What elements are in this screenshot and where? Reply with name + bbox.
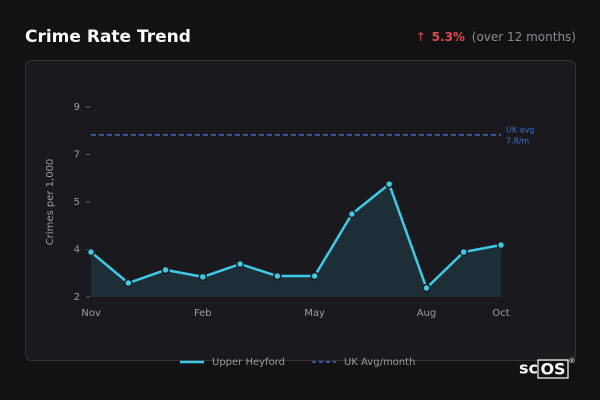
point xyxy=(459,247,468,257)
reference-annotation: UK avg xyxy=(506,125,534,134)
reference-annotation: 7.8/m xyxy=(506,136,529,145)
y-tick-label: 5 xyxy=(74,197,80,208)
point xyxy=(124,278,133,288)
point xyxy=(496,240,506,250)
change-arrow: ↑ xyxy=(416,30,426,44)
chart-title: Crime Rate Trend xyxy=(25,27,191,47)
point xyxy=(86,247,96,257)
change-value: 5.3% xyxy=(432,30,465,44)
point xyxy=(161,265,170,275)
watermark: sc xyxy=(519,359,538,378)
line xyxy=(90,182,502,290)
y-tick-label: 7 xyxy=(74,149,80,160)
y-axis-label: Crimes per 1,000 xyxy=(45,159,56,246)
point xyxy=(384,179,394,189)
point xyxy=(347,209,357,219)
x-tick-label: Nov xyxy=(81,308,101,319)
y-tick-label: 2 xyxy=(74,292,80,303)
y-tick-label: 9 xyxy=(74,102,80,113)
point xyxy=(310,271,319,281)
x-tick-label: Aug xyxy=(417,308,437,319)
point xyxy=(198,272,208,282)
change-summary: ↑ 5.3% (over 12 months) xyxy=(416,30,576,44)
x-tick-label: Feb xyxy=(194,308,212,319)
watermark: OS xyxy=(540,360,565,379)
y-tick-label: 4 xyxy=(74,244,80,255)
legend-label: UK Avg/month xyxy=(344,357,415,368)
point xyxy=(422,283,431,293)
x-tick-label: Oct xyxy=(492,308,509,319)
change-note: (over 12 months) xyxy=(472,30,576,44)
point xyxy=(273,271,282,281)
x-tick-label: May xyxy=(304,308,325,319)
point xyxy=(235,259,245,269)
watermark: ® xyxy=(569,357,576,365)
legend-label: Upper Heyford xyxy=(212,357,285,368)
watermark-box xyxy=(537,359,569,379)
